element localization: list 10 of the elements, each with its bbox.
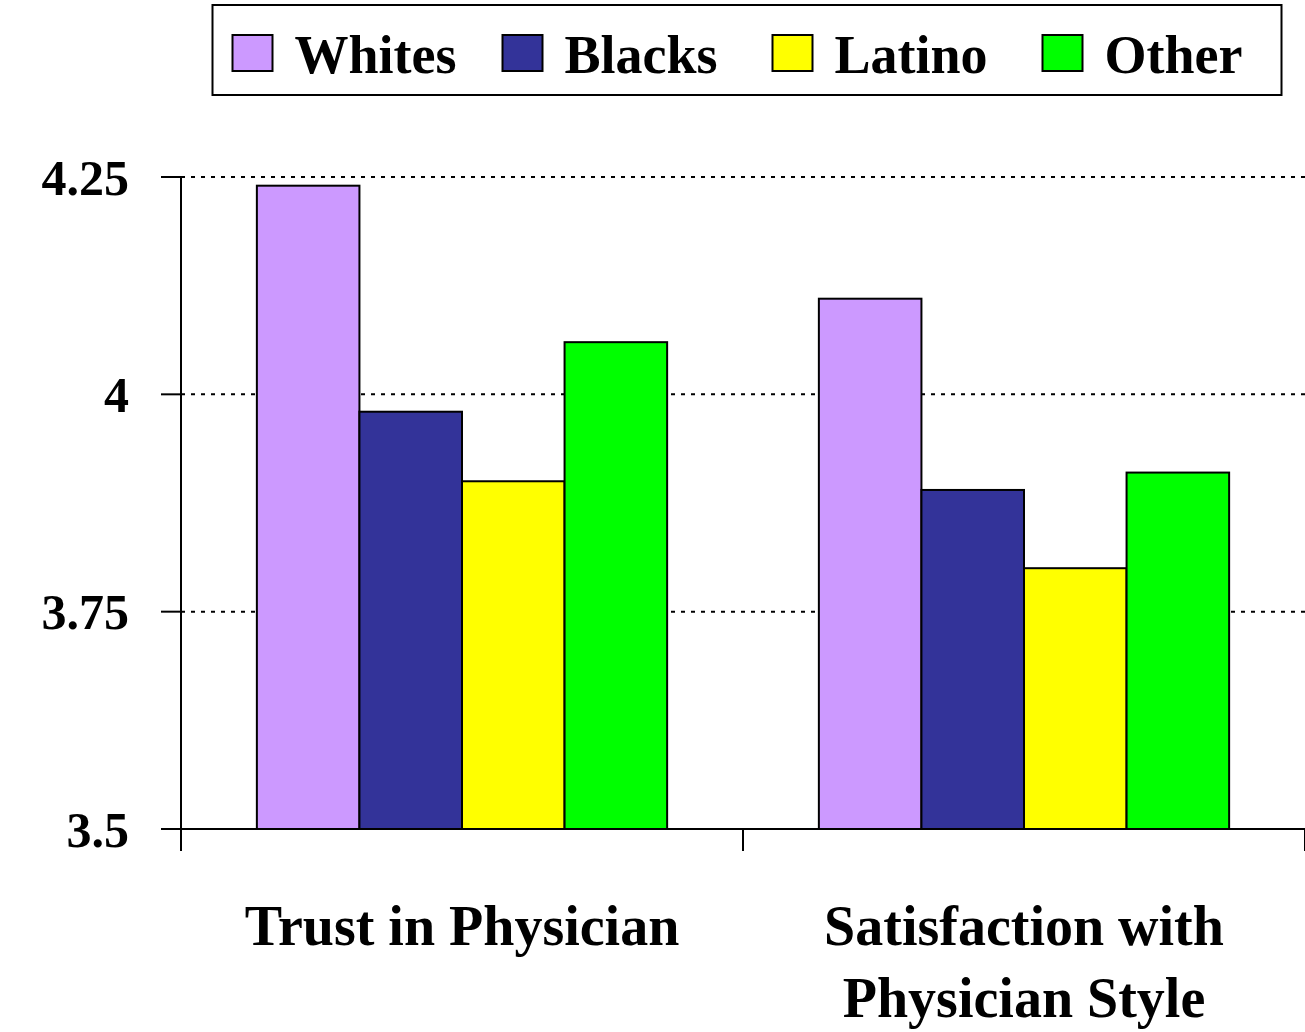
x-tick-label: Trust in Physician xyxy=(244,895,680,957)
y-tick-label: 3.75 xyxy=(41,584,129,641)
legend-label: Blacks xyxy=(564,24,718,85)
y-tick-label: 3.5 xyxy=(66,801,129,858)
y-tick-label: 4 xyxy=(104,366,129,423)
legend-label: Whites xyxy=(294,24,457,85)
legend-label: Latino xyxy=(834,24,988,85)
legend-label: Other xyxy=(1104,24,1243,85)
y-tick-label: 4.25 xyxy=(41,149,129,206)
x-tick-label: Satisfaction with Physician Style xyxy=(824,895,1224,1029)
